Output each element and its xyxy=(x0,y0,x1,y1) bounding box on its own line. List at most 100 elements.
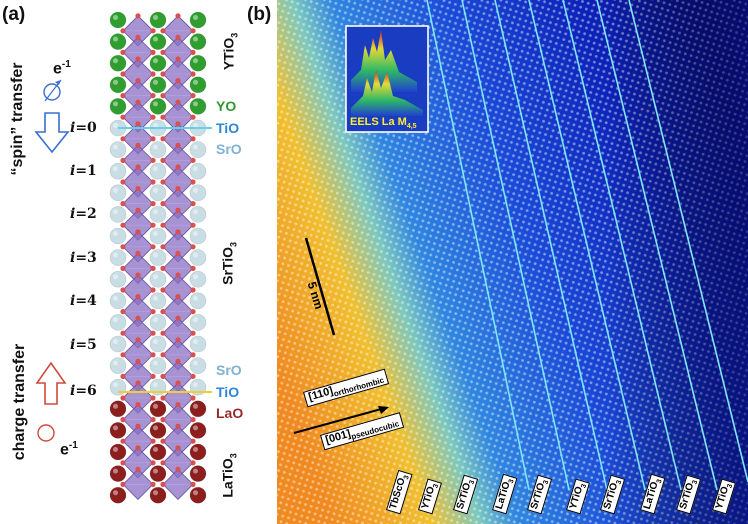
o-atom xyxy=(175,34,181,41)
o-atom xyxy=(135,294,141,300)
sr-atom xyxy=(189,206,207,223)
o-atom xyxy=(150,179,156,185)
y-atom xyxy=(189,33,207,50)
o-atom xyxy=(160,201,166,207)
o-atom xyxy=(120,352,126,358)
sr-atom xyxy=(149,314,167,331)
o-atom xyxy=(175,186,181,192)
o-atom xyxy=(175,13,181,19)
y-atom xyxy=(189,11,207,29)
interface-lines xyxy=(426,0,748,491)
film-label-srtio3: SrTiO3 xyxy=(219,241,239,285)
i-label: i=3 xyxy=(70,250,97,266)
eels-peak-upper xyxy=(351,30,417,92)
o-atom xyxy=(190,460,196,466)
o-atom xyxy=(120,114,126,120)
y-atom xyxy=(149,76,167,94)
spin-transfer-arrow xyxy=(34,112,70,154)
o-atom xyxy=(175,207,181,213)
o-atom xyxy=(150,460,156,466)
o-atom xyxy=(150,287,156,293)
la-atom xyxy=(189,443,207,461)
la-atom xyxy=(109,422,127,439)
o-atom xyxy=(150,330,156,336)
o-atom xyxy=(135,164,141,170)
o-atom xyxy=(175,445,181,451)
i-label: i=0 xyxy=(70,120,97,136)
sr-atom xyxy=(149,141,167,158)
sr-atom xyxy=(109,270,127,288)
o-atom xyxy=(150,157,156,163)
o-atom xyxy=(135,315,141,321)
sr-atom xyxy=(149,162,167,180)
o-atom xyxy=(135,121,141,127)
o-atom xyxy=(120,136,126,142)
y-atom xyxy=(149,54,167,72)
layer-label: TiO xyxy=(216,384,240,400)
y-atom xyxy=(149,33,167,50)
o-atom xyxy=(120,201,126,207)
o-atom xyxy=(160,28,166,34)
sr-atom xyxy=(109,141,127,158)
y-atom xyxy=(109,54,127,72)
o-atom xyxy=(150,309,156,315)
o-atom xyxy=(120,28,126,34)
o-atom xyxy=(160,309,166,315)
o-atom xyxy=(150,114,156,120)
o-atom xyxy=(120,373,126,379)
o-atom xyxy=(190,265,196,271)
y-atom xyxy=(109,11,127,29)
o-atom xyxy=(175,315,181,321)
o-atom xyxy=(175,229,181,235)
la-atom xyxy=(149,465,167,482)
film-label-latio3: LaTiO3 xyxy=(219,453,239,498)
panel-b-label: (b) xyxy=(247,4,272,25)
layer-label: LaO xyxy=(216,405,244,421)
o-atom xyxy=(150,352,156,358)
o-atom xyxy=(135,445,141,451)
sr-atom xyxy=(149,184,167,202)
o-atom xyxy=(160,330,166,336)
atoms-layer xyxy=(109,11,207,504)
o-atom xyxy=(160,93,166,99)
eels-inset xyxy=(345,25,429,133)
o-atom xyxy=(190,417,196,423)
o-atom xyxy=(135,99,141,105)
o-atom xyxy=(190,438,196,444)
o-atom xyxy=(175,294,181,300)
sr-atom xyxy=(109,162,127,180)
la-atom xyxy=(149,422,167,439)
sr-atom xyxy=(109,249,127,266)
o-atom xyxy=(160,179,166,185)
sr-atom xyxy=(109,314,127,331)
o-atom xyxy=(120,49,126,56)
o-atom xyxy=(175,380,181,386)
o-atom xyxy=(175,99,181,105)
o-atom xyxy=(150,373,156,379)
o-atom xyxy=(150,136,156,142)
o-atom xyxy=(160,352,166,358)
electron-top-icon xyxy=(43,83,61,101)
sr-atom xyxy=(109,357,127,374)
o-atom xyxy=(135,337,141,343)
o-atom xyxy=(150,417,156,423)
o-atom xyxy=(175,164,181,170)
o-atom xyxy=(135,250,141,256)
o-atom xyxy=(150,222,156,228)
orientation-arrow xyxy=(293,407,386,434)
sr-atom xyxy=(149,227,167,245)
o-atom xyxy=(190,481,196,487)
o-atom xyxy=(175,358,181,364)
octahedra-layer xyxy=(122,15,194,500)
o-atom xyxy=(190,179,196,185)
i-label: i=4 xyxy=(70,293,97,309)
stem-image xyxy=(277,0,748,524)
o-atom xyxy=(135,358,141,364)
o-atom xyxy=(160,287,166,293)
o-atom xyxy=(135,423,141,429)
o-atom xyxy=(160,71,166,77)
la-atom xyxy=(189,400,207,418)
o-atom xyxy=(190,136,196,142)
o-atom xyxy=(160,244,166,250)
o-atom xyxy=(120,330,126,336)
